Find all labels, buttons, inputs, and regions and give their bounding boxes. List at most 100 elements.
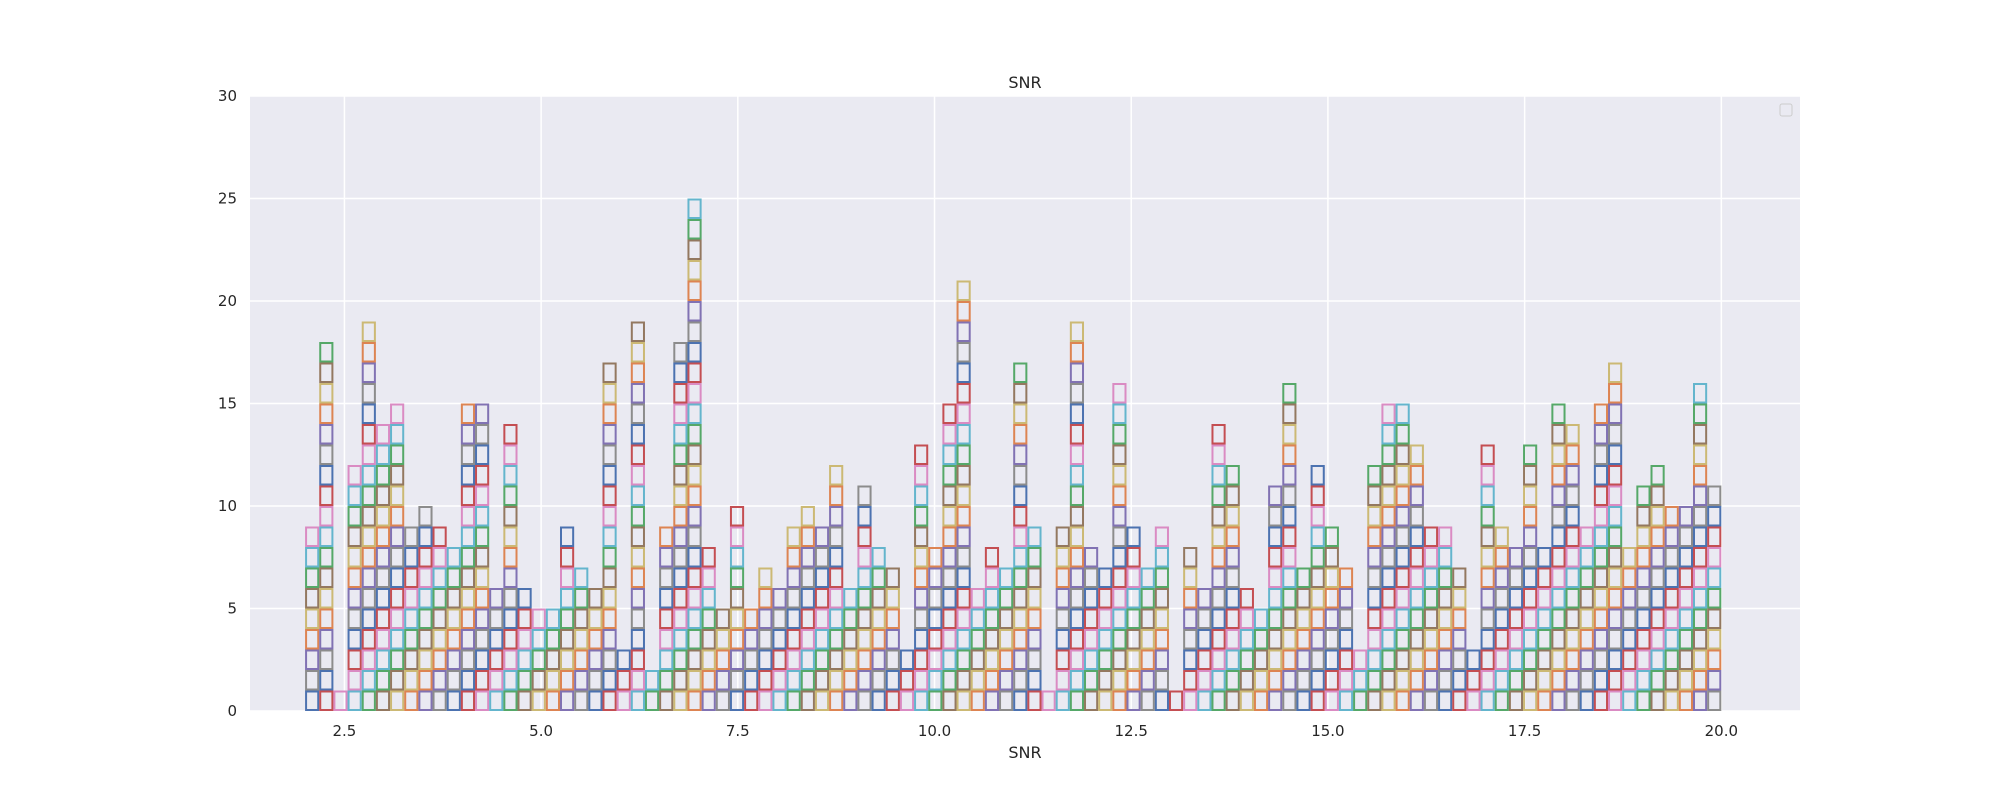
bar-cell (1282, 506, 1297, 527)
bar-cell (574, 690, 589, 711)
bar-cell (1268, 567, 1283, 588)
histogram-bar (560, 526, 575, 711)
bar-cell (630, 629, 645, 650)
bar-cell (475, 670, 490, 691)
bar-cell (560, 526, 575, 547)
bar-cell (1650, 690, 1665, 711)
bar-cell (361, 629, 376, 650)
bar-cell (1140, 629, 1155, 650)
bar-cell (673, 424, 688, 445)
histogram-bar (1438, 526, 1453, 711)
bar-cell (956, 670, 971, 691)
bar-cell (1678, 588, 1693, 609)
histogram-bar (1098, 567, 1113, 711)
bar-cell (460, 444, 476, 465)
bar-cell (1608, 506, 1623, 527)
bar-cell (1239, 670, 1254, 691)
histogram-bar (1282, 383, 1297, 711)
bar-cell (1338, 608, 1354, 629)
bar-cell (1268, 588, 1283, 609)
bar-cell (361, 567, 376, 588)
bar-cell (602, 526, 617, 547)
bar-cell (1692, 567, 1708, 588)
bar-cell (361, 465, 376, 486)
bar-cell (1324, 588, 1339, 609)
bar-cell (871, 690, 886, 711)
bar-cell (729, 690, 745, 711)
bar-cell (800, 567, 815, 588)
bar-cell (814, 526, 830, 547)
bar-cell (475, 567, 490, 588)
bar-cell (673, 506, 688, 527)
bar-cell (404, 526, 419, 547)
bar-cell (1069, 321, 1085, 342)
bar-cell (800, 629, 815, 650)
bar-cell (1069, 670, 1085, 691)
bar-cell (956, 588, 971, 609)
bar-cell (1381, 506, 1396, 527)
bar-cell (1523, 506, 1538, 527)
bar-cell (1211, 629, 1226, 650)
histogram-bar (843, 588, 858, 711)
bar-cell (1069, 547, 1085, 568)
histogram-bar (517, 588, 532, 711)
bar-cell (305, 649, 320, 670)
bar-cell (1112, 567, 1127, 588)
bar-cell (758, 608, 773, 629)
bar-cell (1084, 588, 1099, 609)
bar-cell (574, 608, 589, 629)
bar-cell (1084, 690, 1099, 711)
bar-cell (630, 588, 645, 609)
bar-cell (914, 629, 929, 650)
bar-cell (1098, 649, 1113, 670)
bar-cell (1423, 690, 1439, 711)
bar-cell (885, 690, 900, 711)
bar-cell (1452, 649, 1467, 670)
bar-cell (1055, 608, 1070, 629)
histogram-bar (956, 280, 971, 711)
bar-cell (1636, 526, 1651, 547)
bar-cell (1664, 629, 1679, 650)
bar-cell (899, 649, 915, 670)
bar-cell (375, 567, 391, 588)
bar-cell (361, 383, 376, 404)
bar-cell (1565, 629, 1580, 650)
bar-cell (1140, 608, 1155, 629)
bar-cell (1338, 649, 1354, 670)
bar-cell (1367, 649, 1382, 670)
bar-cell (1608, 444, 1623, 465)
bar-cell (1452, 588, 1467, 609)
bar-cell (800, 506, 815, 527)
bar-cell (1112, 444, 1127, 465)
bar-cell (772, 690, 787, 711)
histogram-bar (545, 608, 561, 711)
bar-cell (1069, 567, 1085, 588)
bar-cell (857, 485, 872, 506)
bar-cell (1608, 567, 1623, 588)
histogram-bar (899, 649, 915, 711)
bar-cell (1565, 547, 1580, 568)
bar-cell (829, 588, 844, 609)
bar-cell (531, 649, 546, 670)
bar-cell (928, 690, 943, 711)
bar-cell (475, 629, 490, 650)
bar-cell (1197, 588, 1212, 609)
bar-cell (814, 567, 830, 588)
bar-cell (758, 649, 773, 670)
bar-cell (715, 690, 730, 711)
bar-cell (602, 362, 617, 383)
bar-cell (432, 649, 447, 670)
bar-cell (418, 588, 433, 609)
bar-cell (1664, 608, 1679, 629)
histogram-bar (814, 526, 830, 711)
histogram-bar (1310, 465, 1325, 711)
bar-cell (1310, 670, 1325, 691)
bar-cell (1282, 444, 1297, 465)
bar-cell (1579, 649, 1594, 670)
x-axis-label: SNR (1008, 743, 1041, 762)
bar-cell (786, 670, 801, 691)
bar-cell (1013, 424, 1028, 445)
bar-cell (1692, 424, 1708, 445)
bar-cell (1423, 567, 1439, 588)
